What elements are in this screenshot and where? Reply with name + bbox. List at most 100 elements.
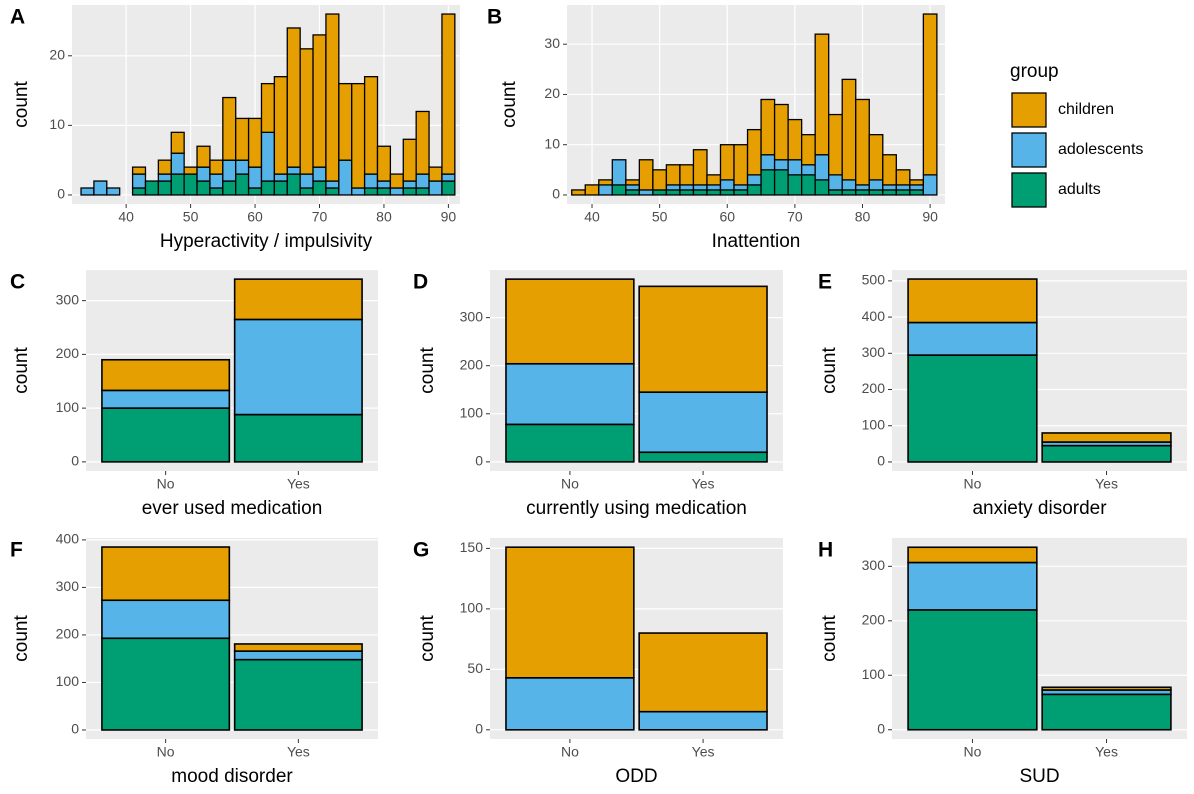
histogram-bar [222,180,237,196]
y-tick-label: 0 [71,721,79,737]
y-tick-label: 0 [71,453,79,469]
y-tick-label: 30 [544,35,560,51]
legend-label: children [1058,101,1114,118]
histogram-bar [441,13,456,175]
bar-segment [1041,693,1172,731]
x-axis-title: mood disorder [171,766,293,787]
histogram-bar [828,113,843,176]
panel-label: G [413,539,429,562]
histogram-bar [828,174,843,191]
histogram-bar [209,187,224,196]
bar-segment [233,278,363,321]
bar-segment [505,423,635,463]
histogram-bar [131,173,147,189]
histogram-bar [598,184,613,196]
y-axis-title: count [417,615,438,662]
histogram-bar [363,187,379,196]
histogram-bar [312,166,327,182]
x-axis-title: currently using medication [526,498,747,519]
histogram-bar [260,131,276,182]
histogram-bar [733,184,749,191]
bar-segment [505,362,635,426]
histogram-bar [415,173,430,189]
y-tick-label: 10 [544,135,560,151]
bar-segment [638,285,768,393]
histogram-bar [247,187,263,196]
bar-segment [233,650,363,661]
histogram-bar [895,169,911,186]
bar-segment [101,546,231,602]
histogram-bar [652,169,668,191]
histogram-bar [841,189,857,196]
histogram-bar [746,174,762,186]
histogram-bar [299,173,314,189]
histogram-bar [733,189,749,196]
y-tick-label: 200 [56,345,80,361]
histogram-bar [706,174,722,186]
histogram-bar [882,184,897,191]
histogram-bar [80,187,95,196]
histogram-bar [625,184,641,191]
panel-label: H [818,539,833,562]
bar-segment [101,389,231,409]
x-tick-label: Yes [692,744,715,760]
histogram-bar [363,76,379,175]
histogram-bar [584,184,600,196]
histogram-bar [868,179,884,191]
y-tick-label: 400 [56,531,80,547]
histogram-bar [760,98,776,156]
y-tick-label: 20 [544,85,560,101]
y-tick-label: 100 [862,416,886,432]
histogram-bar [196,180,211,196]
histogram-bar [800,134,816,166]
histogram-bar [209,159,224,175]
y-tick-label: 200 [862,380,886,396]
bar-segment [638,632,768,713]
histogram-bar [787,118,803,161]
histogram-bar [260,180,276,196]
y-tick-label: 100 [56,673,80,689]
histogram-bar [571,189,586,196]
histogram-bar [170,173,185,196]
histogram-bar [841,78,857,181]
histogram-bar [441,173,456,182]
histogram-bar [428,166,443,182]
bar-segment [233,318,363,416]
y-axis-title: count [11,615,32,662]
histogram-bar [611,184,627,196]
histogram-bar [922,174,938,196]
y-tick-label: 200 [460,356,484,372]
histogram-bar [338,159,353,196]
histogram-bar [773,103,789,161]
histogram-bar [733,144,749,186]
histogram-bar [611,159,627,186]
legend-key [1011,92,1047,128]
histogram-bar [325,187,340,196]
y-axis-title: count [819,615,840,662]
histogram-bar [719,144,735,181]
histogram-bar [909,184,925,191]
bar-segment [101,358,231,392]
histogram-bar [376,180,392,189]
y-tick-label: 300 [460,308,484,324]
histogram-bar [855,98,870,186]
histogram-bar [299,187,314,196]
histogram-bar [922,13,938,176]
histogram-bar [679,184,695,191]
histogram-bar [692,189,708,196]
histogram-bar [286,173,301,196]
panel-label: E [818,271,832,294]
x-tick-label: 90 [922,209,938,225]
y-tick-label: 0 [552,186,560,202]
bar-segment [1041,444,1172,463]
bar-segment [907,278,1038,324]
histogram-bar [787,159,803,176]
bar-segment [233,643,363,652]
bar-segment [505,677,635,731]
histogram-bar [131,187,147,196]
histogram-bar [706,184,722,191]
histogram-bar [415,110,430,175]
bar-segment [101,637,231,731]
histogram-bar [222,159,237,182]
